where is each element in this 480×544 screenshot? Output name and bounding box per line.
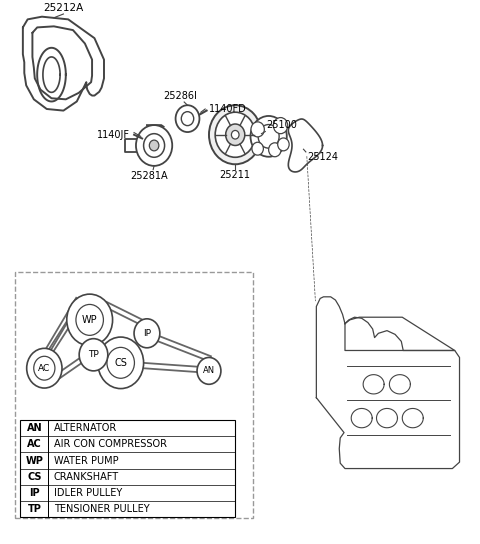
Text: IP: IP [143,329,151,338]
Text: AC: AC [38,364,50,373]
Circle shape [27,348,62,388]
Circle shape [215,112,255,157]
Circle shape [134,319,160,348]
Text: CS: CS [27,472,42,481]
Circle shape [76,305,103,335]
Circle shape [176,105,199,132]
Text: WP: WP [25,455,43,466]
Circle shape [252,143,264,155]
Text: ALTERNATOR: ALTERNATOR [54,423,117,434]
Text: TENSIONER PULLEY: TENSIONER PULLEY [54,504,149,514]
Circle shape [231,131,239,139]
Text: 1140FD: 1140FD [209,104,247,114]
Text: AC: AC [27,440,42,449]
Text: 25212A: 25212A [43,3,84,13]
Circle shape [34,356,55,380]
Bar [15,271,253,518]
Text: WATER PUMP: WATER PUMP [54,455,119,466]
Text: AN: AN [26,423,42,434]
Text: IP: IP [29,488,40,498]
Text: TP: TP [88,350,99,359]
Circle shape [67,294,113,345]
Circle shape [107,348,134,378]
Circle shape [251,116,287,157]
Circle shape [269,143,281,157]
Circle shape [136,125,172,166]
Circle shape [258,125,279,148]
Text: WP: WP [82,315,97,325]
Circle shape [278,138,289,151]
Text: 25100: 25100 [266,120,297,131]
Text: CRANKSHAFT: CRANKSHAFT [54,472,119,481]
Text: 1140JF: 1140JF [97,129,130,140]
Circle shape [197,357,221,384]
Circle shape [251,122,264,137]
Circle shape [149,140,159,151]
Text: 25211: 25211 [220,170,251,180]
Text: CS: CS [114,358,127,368]
Text: 25281A: 25281A [131,171,168,181]
Text: TP: TP [27,504,41,514]
Circle shape [181,112,194,126]
Circle shape [209,105,262,164]
Text: 25286I: 25286I [163,91,197,101]
Circle shape [79,339,108,371]
Circle shape [226,124,245,145]
Text: AIR CON COMPRESSOR: AIR CON COMPRESSOR [54,440,167,449]
Text: IDLER PULLEY: IDLER PULLEY [54,488,122,498]
Circle shape [98,337,144,388]
Text: AN: AN [203,366,215,375]
Circle shape [274,118,288,134]
Circle shape [144,134,165,157]
Bar [21,421,235,517]
Text: 25124: 25124 [307,152,338,163]
